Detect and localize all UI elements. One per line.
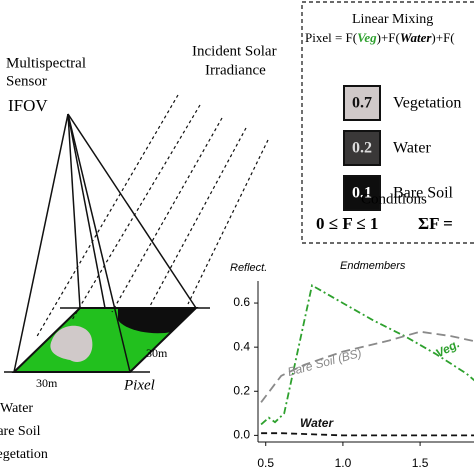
y-tick-label: 0.2 bbox=[233, 383, 250, 397]
irradiance-label: Irradiance bbox=[205, 62, 266, 78]
equation-part: )+F( bbox=[377, 30, 400, 45]
series-line bbox=[260, 284, 474, 426]
series-label: Water bbox=[300, 416, 334, 430]
dimension-label: 30m bbox=[146, 346, 168, 360]
series-label: Veg. bbox=[433, 336, 462, 360]
water-patch bbox=[50, 325, 93, 362]
y-tick-label: 0.6 bbox=[233, 295, 250, 309]
x-tick-label: 1.0 bbox=[335, 456, 352, 470]
class-label: Water bbox=[0, 401, 33, 416]
fraction-value: 0.2 bbox=[352, 140, 372, 157]
x-tick-label: 1.5 bbox=[412, 456, 429, 470]
fraction-label: Bare Soil bbox=[393, 185, 454, 202]
x-tick-label: 0.5 bbox=[257, 456, 274, 470]
y-tick-label: 0.0 bbox=[233, 428, 250, 442]
sensor-label: Sensor bbox=[6, 73, 47, 89]
equation-part: )+F( bbox=[431, 30, 454, 45]
fraction-swatch bbox=[343, 175, 381, 211]
fraction-value: 0.7 bbox=[352, 95, 372, 112]
pixel-label: Pixel bbox=[123, 377, 155, 393]
equation: Pixel = F(Veg)+F(Water)+F( bbox=[305, 30, 455, 45]
irradiance-rays bbox=[35, 94, 269, 339]
condition: ΣF = bbox=[418, 214, 453, 233]
soil-patch bbox=[118, 308, 196, 334]
plot: Reflect.Endmembers0.00.20.40.60.51.01.52… bbox=[230, 260, 474, 470]
y-axis-label: Reflect. bbox=[230, 262, 267, 274]
class-label: Vegetation bbox=[0, 447, 48, 462]
fraction-swatch bbox=[343, 85, 381, 121]
y-tick-label: 0.4 bbox=[233, 339, 250, 353]
irradiance-label: Incident Solar bbox=[192, 43, 277, 59]
equation-part: Pixel = F( bbox=[305, 30, 357, 45]
ifov-label: IFOV bbox=[8, 96, 48, 115]
mixing-box bbox=[301, 1, 474, 244]
fraction-swatch bbox=[343, 130, 381, 166]
mixing-title: Linear Mixing bbox=[352, 12, 433, 27]
condition: 0 ≤ F ≤ 1 bbox=[316, 214, 378, 233]
fractions: 0.7 Vegetation 0.2 Water 0.1 Bare Soil bbox=[343, 85, 461, 211]
series-line bbox=[261, 432, 474, 437]
dimension-label: 30m bbox=[36, 376, 58, 390]
class-label: Bare Soil bbox=[0, 424, 41, 439]
fraction-value: 0.1 bbox=[352, 185, 372, 202]
fraction-label: Vegetation bbox=[393, 95, 461, 112]
fraction-label: Water bbox=[393, 140, 431, 157]
sensor-label: Multispectral bbox=[6, 55, 86, 71]
equation-part: Veg bbox=[357, 30, 377, 45]
equation-part: Water bbox=[400, 30, 432, 45]
plot-title: Endmembers bbox=[340, 260, 406, 272]
series-line bbox=[260, 330, 474, 403]
conditions-title: Conditions bbox=[361, 191, 427, 207]
